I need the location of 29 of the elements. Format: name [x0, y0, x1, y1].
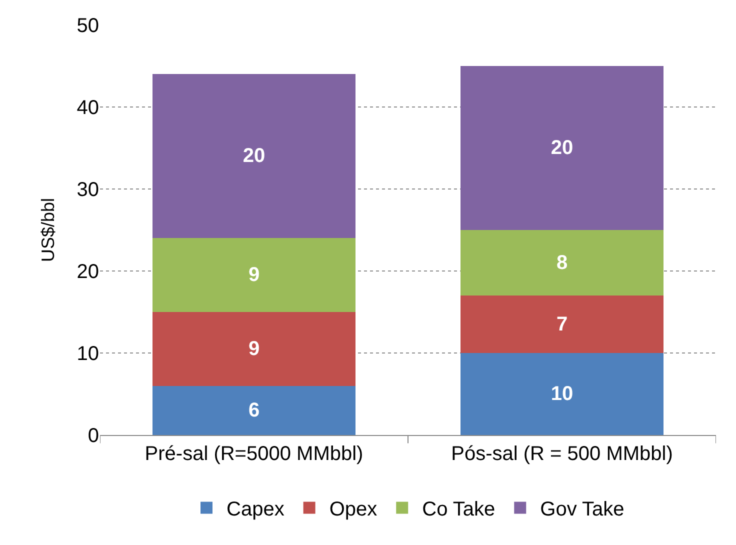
- bar: [460, 296, 664, 353]
- legend-label: Co Take: [422, 498, 496, 521]
- data-label: 9: [248, 338, 260, 360]
- data-label: 8: [556, 252, 568, 274]
- x-tick-label: Pós-sal (R = 500 MMbbl): [451, 443, 673, 465]
- bar: [460, 66, 664, 230]
- data-label: 20: [242, 145, 266, 168]
- bar: [152, 312, 356, 386]
- data-label: 6: [248, 399, 260, 422]
- data-label: 7: [556, 313, 568, 336]
- bar: [152, 238, 356, 312]
- y-tick-label: 40: [76, 97, 99, 119]
- bar: [152, 386, 356, 435]
- y-tick-label: 10: [76, 343, 99, 365]
- x-tick-label: Pré-sal (R=5000 MMbbl): [144, 443, 364, 465]
- y-tick-label: 50: [76, 15, 99, 37]
- bar: [460, 353, 664, 435]
- data-label: 9: [248, 264, 260, 286]
- legend-label: Capex: [226, 498, 284, 521]
- y-tick-label: 0: [88, 425, 99, 447]
- data-label: 20: [550, 137, 574, 159]
- data-label: 10: [550, 383, 574, 405]
- legend-label: Gov Take: [540, 498, 624, 521]
- y-tick-label: 20: [76, 261, 99, 283]
- bar: [152, 74, 356, 238]
- legend-label: Opex: [329, 498, 378, 521]
- y-tick-label: 30: [76, 179, 99, 201]
- bar: [460, 230, 664, 296]
- y-axis-title: US$/bbl: [38, 198, 58, 262]
